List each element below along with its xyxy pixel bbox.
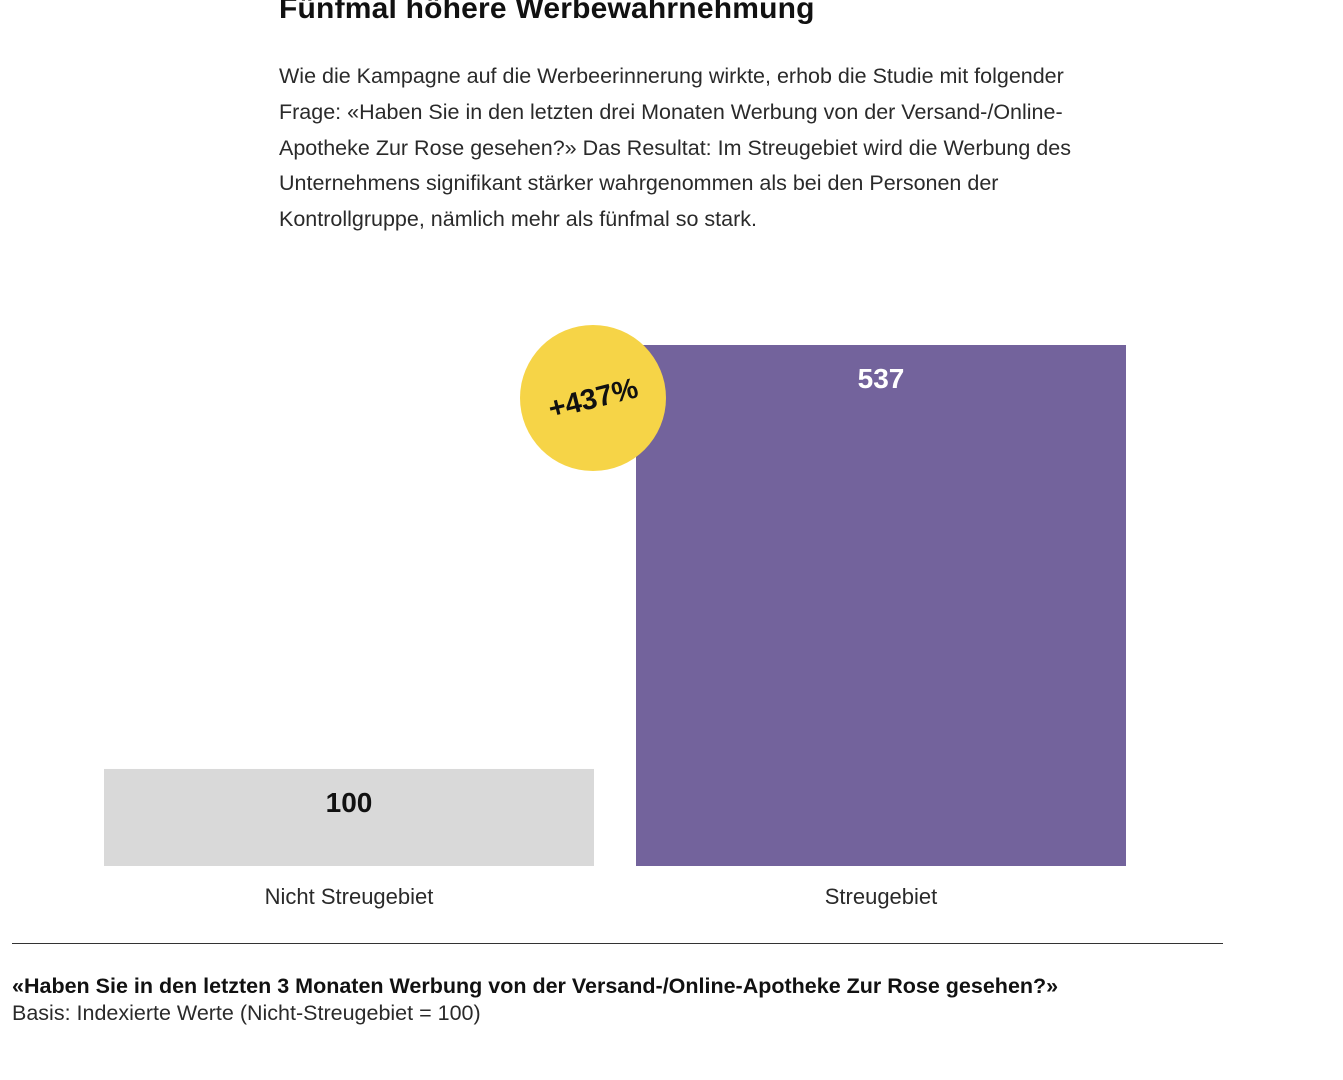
survey-question: «Haben Sie in den letzten 3 Monaten Werb… [12,974,1059,998]
bar-streugebiet [636,345,1126,866]
divider [12,943,1223,944]
bar-value-label: 100 [326,787,373,818]
bar-nicht-streugebiet [104,768,594,866]
bar-value-label: 537 [858,363,905,394]
page-title: Fünfmal höhere Werbewahrnehmung [279,0,815,25]
category-label: Nicht Streugebiet [265,884,434,909]
intro-paragraph: Wie die Kampagne auf die Werbeerinnerung… [279,64,1071,232]
growth-badge [520,325,666,471]
category-label: Streugebiet [825,884,938,909]
basis-note: Basis: Indexierte Werte (Nicht-Streugebi… [12,1001,481,1025]
